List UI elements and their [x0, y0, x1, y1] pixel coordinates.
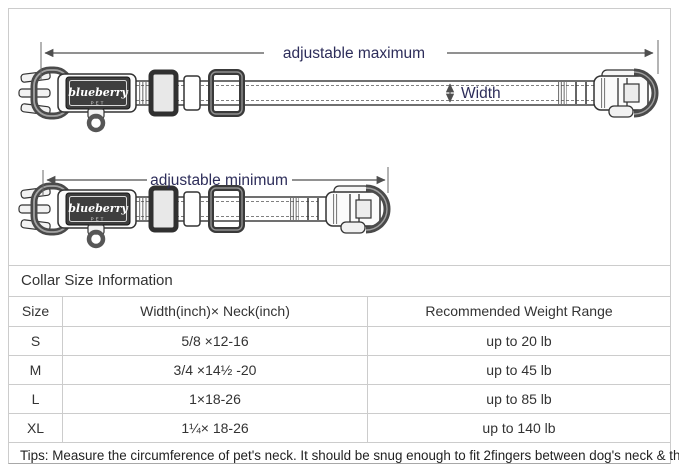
- table-row-xl: XL 1¼× 18-26 up to 140 lb: [9, 413, 670, 442]
- collar-size-table: Collar Size Information Size Width(inch)…: [9, 265, 679, 468]
- adjustable-minimum-annotation: adjustable minimum: [42, 167, 389, 196]
- size-cell: L: [31, 391, 40, 407]
- collar-diagram: blueberry PET: [9, 40, 670, 265]
- width-label: Width: [461, 85, 501, 102]
- weight-cell: up to 85 lb: [367, 385, 670, 413]
- dims-cell: 3/4 ×14½ -20: [62, 356, 367, 384]
- collar-strap: [113, 196, 333, 222]
- size-cell: M: [29, 362, 42, 378]
- width-annotation: Width: [445, 83, 501, 103]
- dims-cell: 1¼× 18-26: [62, 414, 367, 442]
- table-title: Collar Size Information: [9, 265, 670, 296]
- table-header-row: Size Width(inch)× Neck(inch) Recommended…: [9, 296, 670, 326]
- size-cell: XL: [26, 420, 45, 436]
- adjustable-maximum-label: adjustable maximum: [283, 45, 425, 62]
- weight-cell: up to 20 lb: [367, 327, 670, 355]
- column-header-weight: Recommended Weight Range: [367, 297, 670, 326]
- weight-cell: up to 140 lb: [367, 414, 670, 442]
- adjustable-maximum-annotation: adjustable maximum: [40, 40, 659, 80]
- adjustable-minimum-label: adjustable minimum: [150, 172, 288, 189]
- weight-cell: up to 45 lb: [367, 356, 670, 384]
- dims-cell: 1×18-26: [62, 385, 367, 413]
- table-row-m: M 3/4 ×14½ -20 up to 45 lb: [9, 355, 670, 384]
- collar-minimum: [19, 186, 387, 246]
- column-header-dims: Width(inch)× Neck(inch): [62, 297, 367, 326]
- column-header-size: Size: [21, 303, 50, 319]
- size-cell: S: [30, 333, 41, 349]
- collar-size-infographic: blueberry PET: [8, 8, 679, 464]
- table-row-s: S 5/8 ×12-16 up to 20 lb: [9, 326, 670, 355]
- dims-cell: 5/8 ×12-16: [62, 327, 367, 355]
- table-row-l: L 1×18-26 up to 85 lb: [9, 384, 670, 413]
- collar-maximum: [19, 70, 655, 130]
- tips-note: Tips: Measure the circumference of pet's…: [9, 442, 679, 468]
